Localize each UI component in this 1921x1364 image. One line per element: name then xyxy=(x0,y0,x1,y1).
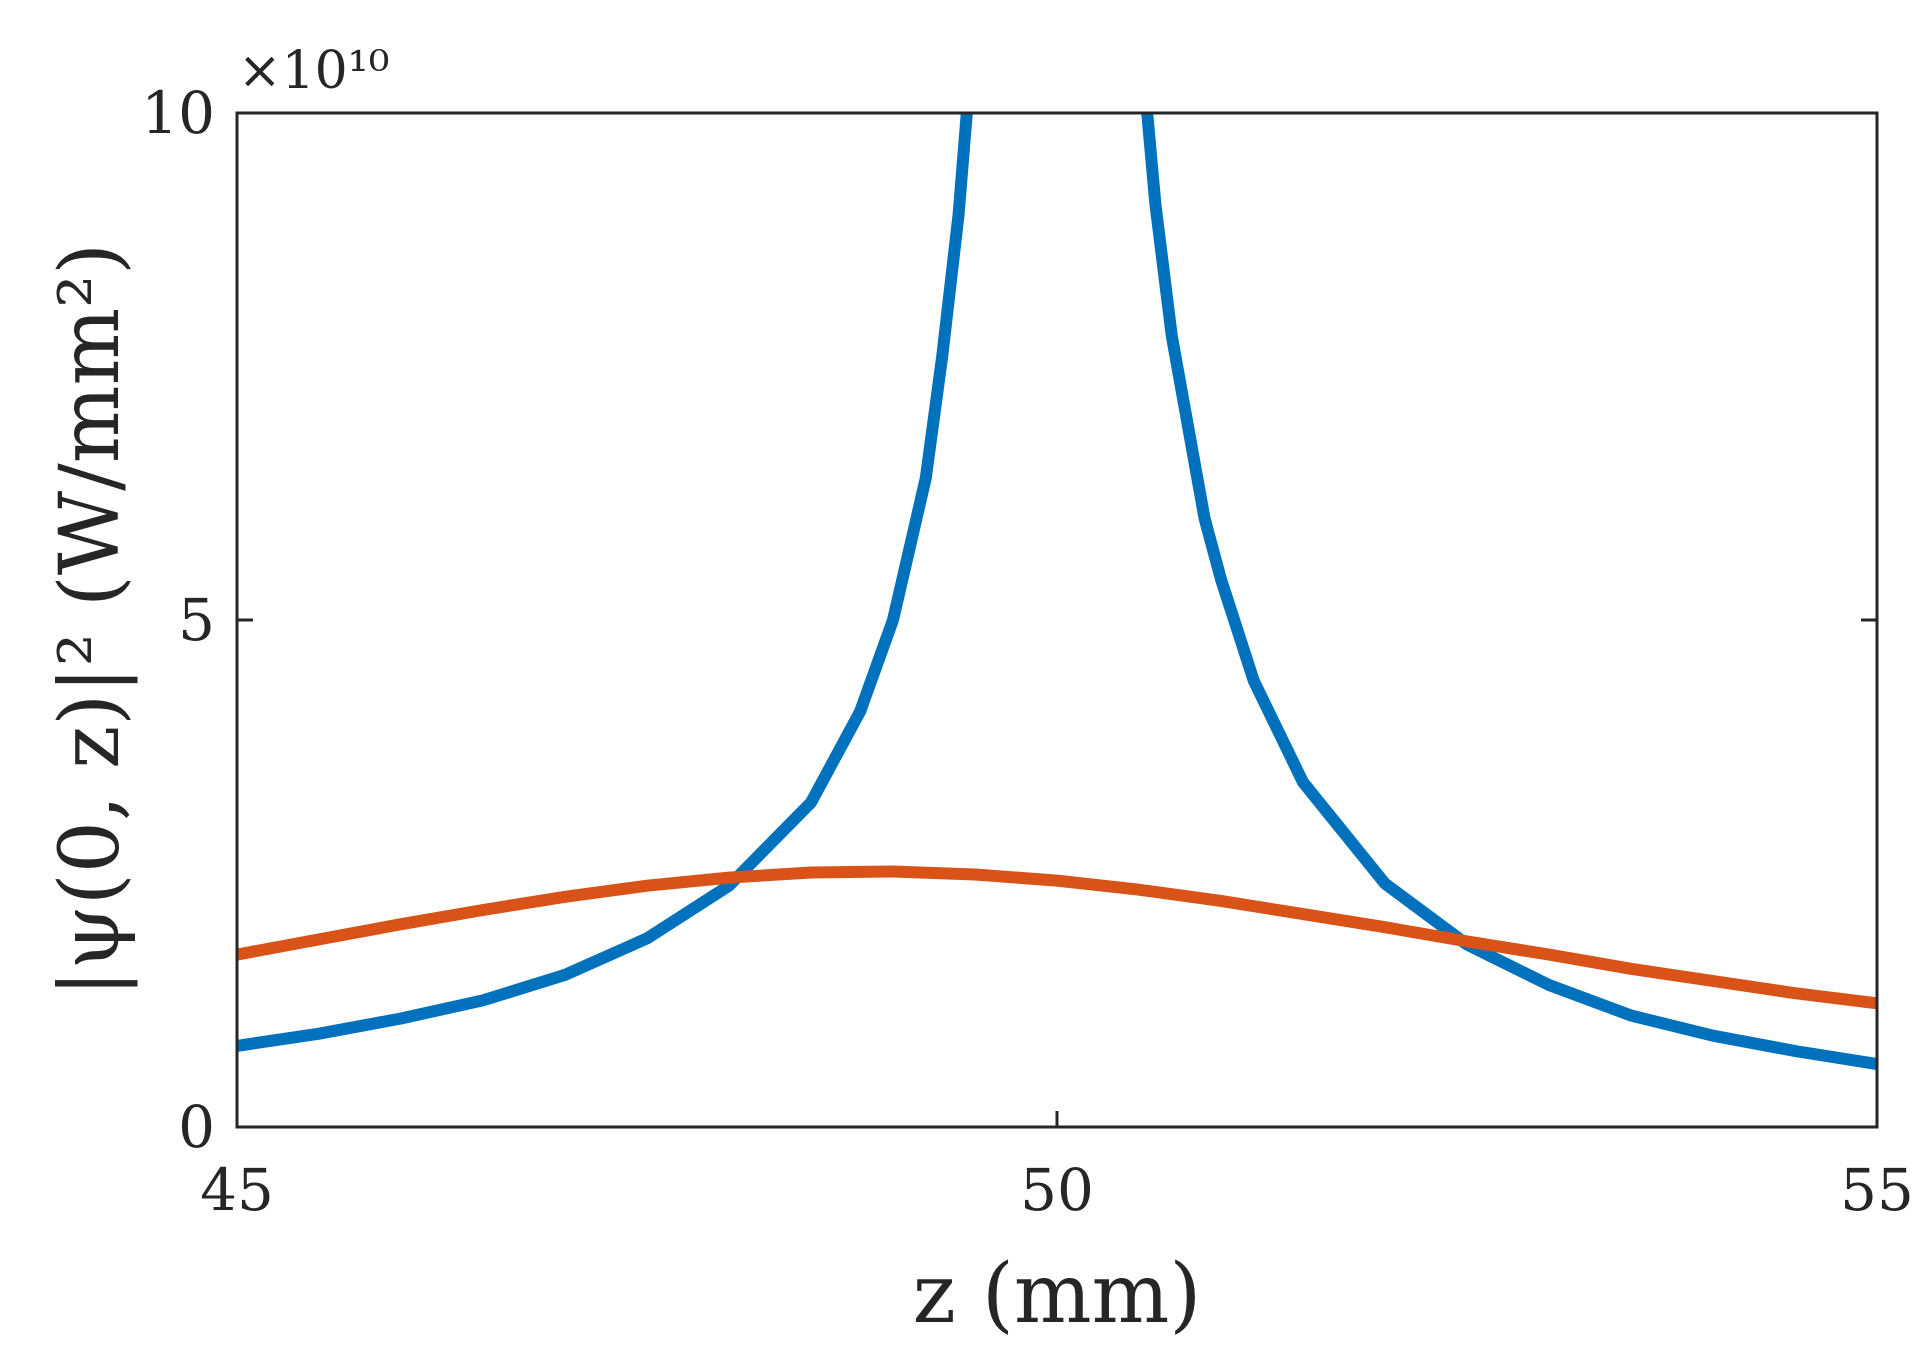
x-axis-label: z (mm) xyxy=(913,1247,1202,1342)
x-tick-marks xyxy=(235,1111,1879,1127)
x-tick-label-45: 45 xyxy=(200,1156,274,1224)
x-tick-label-55: 55 xyxy=(1840,1156,1914,1224)
y-axis-multiplier: ×10¹⁰ xyxy=(238,41,389,101)
y-tick-label-10: 10 xyxy=(141,79,215,147)
y-tick-label-0: 0 xyxy=(178,1093,215,1161)
x-tick-label-50: 50 xyxy=(1020,1156,1094,1224)
plot-curves xyxy=(235,112,1878,1071)
series-line-1 xyxy=(1141,112,1878,1071)
series-line-0 xyxy=(236,112,973,1052)
series-line-2 xyxy=(235,865,1878,1010)
y-axis-label: |ψ(0, z)|² (W/mm²) xyxy=(43,243,138,997)
plot-frame xyxy=(235,111,1879,1129)
y-tick-marks xyxy=(237,111,1877,1129)
y-tick-label-5: 5 xyxy=(178,586,215,654)
